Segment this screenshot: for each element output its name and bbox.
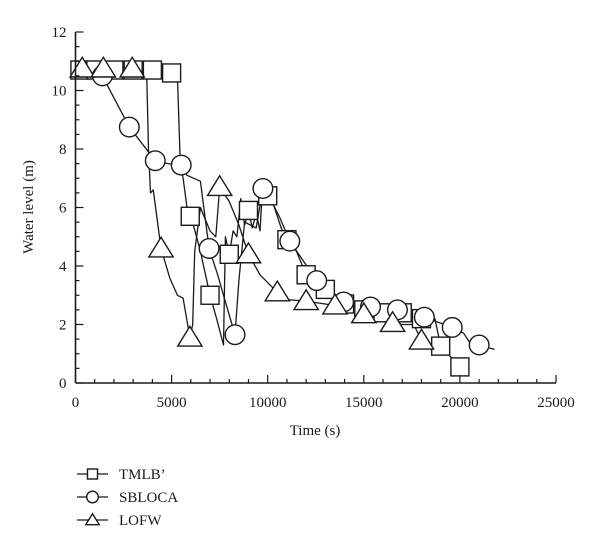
x-tick-label: 0	[72, 395, 80, 411]
y-tick-labels: 0 2 4 6 8 10 12	[52, 25, 68, 392]
data-point-lofw	[263, 279, 291, 302]
y-tick-label: 0	[59, 376, 67, 392]
plot-markers	[68, 55, 490, 377]
legend-item: LOFW	[77, 512, 162, 529]
data-point-lofw	[147, 235, 175, 258]
data-point-sbloca	[279, 230, 301, 252]
legend-label: LOFW	[119, 513, 162, 529]
data-point-sbloca	[441, 316, 463, 338]
y-tick-label: 10	[52, 84, 67, 100]
data-point-tmlb	[200, 285, 220, 305]
data-point-sbloca	[413, 306, 435, 328]
data-point-sbloca	[252, 177, 274, 199]
data-point-sbloca	[468, 334, 490, 356]
data-point-sbloca	[118, 116, 140, 138]
data-point-tmlb	[161, 63, 182, 83]
data-point-lofw	[350, 301, 378, 324]
x-tick-label: 15000	[345, 395, 383, 411]
data-point-lofw	[292, 288, 320, 311]
series-line-sbloca	[75, 60, 495, 351]
legend-item: SBLOCA	[77, 490, 178, 506]
legend-marker	[86, 468, 99, 480]
data-point-tmlb	[142, 60, 163, 80]
data-point-tmlb	[450, 357, 470, 377]
data-point-lofw	[321, 292, 349, 315]
legend: TMLB’ SBLOCA LOFW	[77, 467, 178, 529]
data-point-tmlb	[238, 200, 259, 221]
data-point-sbloca	[144, 150, 166, 172]
data-point-tmlb	[180, 206, 200, 226]
data-point-lofw	[176, 325, 204, 347]
x-tick-label: 25000	[537, 395, 575, 411]
legend-label: TMLB’	[119, 467, 166, 483]
x-tick-label: 5000	[157, 395, 187, 411]
y-tick-label: 12	[52, 25, 67, 41]
y-tick-label: 4	[59, 259, 67, 275]
x-tick-label: 20000	[441, 395, 479, 411]
x-axis-title: Time (s)	[290, 423, 341, 439]
axes	[74, 31, 557, 384]
legend-marker	[84, 512, 101, 526]
y-axis-title: Water level (m)	[21, 160, 37, 254]
data-point-sbloca	[198, 237, 220, 259]
data-point-lofw	[206, 174, 234, 197]
y-tick-label: 2	[59, 318, 67, 334]
data-point-lofw	[408, 328, 435, 350]
data-point-sbloca	[306, 270, 328, 292]
x-tick-label: 10000	[249, 395, 287, 411]
y-tick-label: 8	[59, 142, 67, 158]
data-point-lofw	[118, 55, 146, 78]
legend-marker	[85, 490, 99, 504]
y-tick-label: 6	[59, 201, 67, 217]
data-point-lofw	[89, 55, 117, 78]
legend-label: SBLOCA	[119, 490, 178, 506]
x-tick-labels: 0 5000 10000 15000 20000 25000	[72, 395, 575, 411]
data-point-tmlb	[219, 244, 239, 265]
data-point-lofw	[235, 241, 262, 264]
data-point-tmlb	[430, 336, 451, 356]
data-point-lofw	[379, 310, 407, 333]
legend-item: TMLB’	[77, 467, 166, 483]
data-point-sbloca	[224, 324, 246, 346]
data-point-sbloca	[170, 154, 192, 176]
